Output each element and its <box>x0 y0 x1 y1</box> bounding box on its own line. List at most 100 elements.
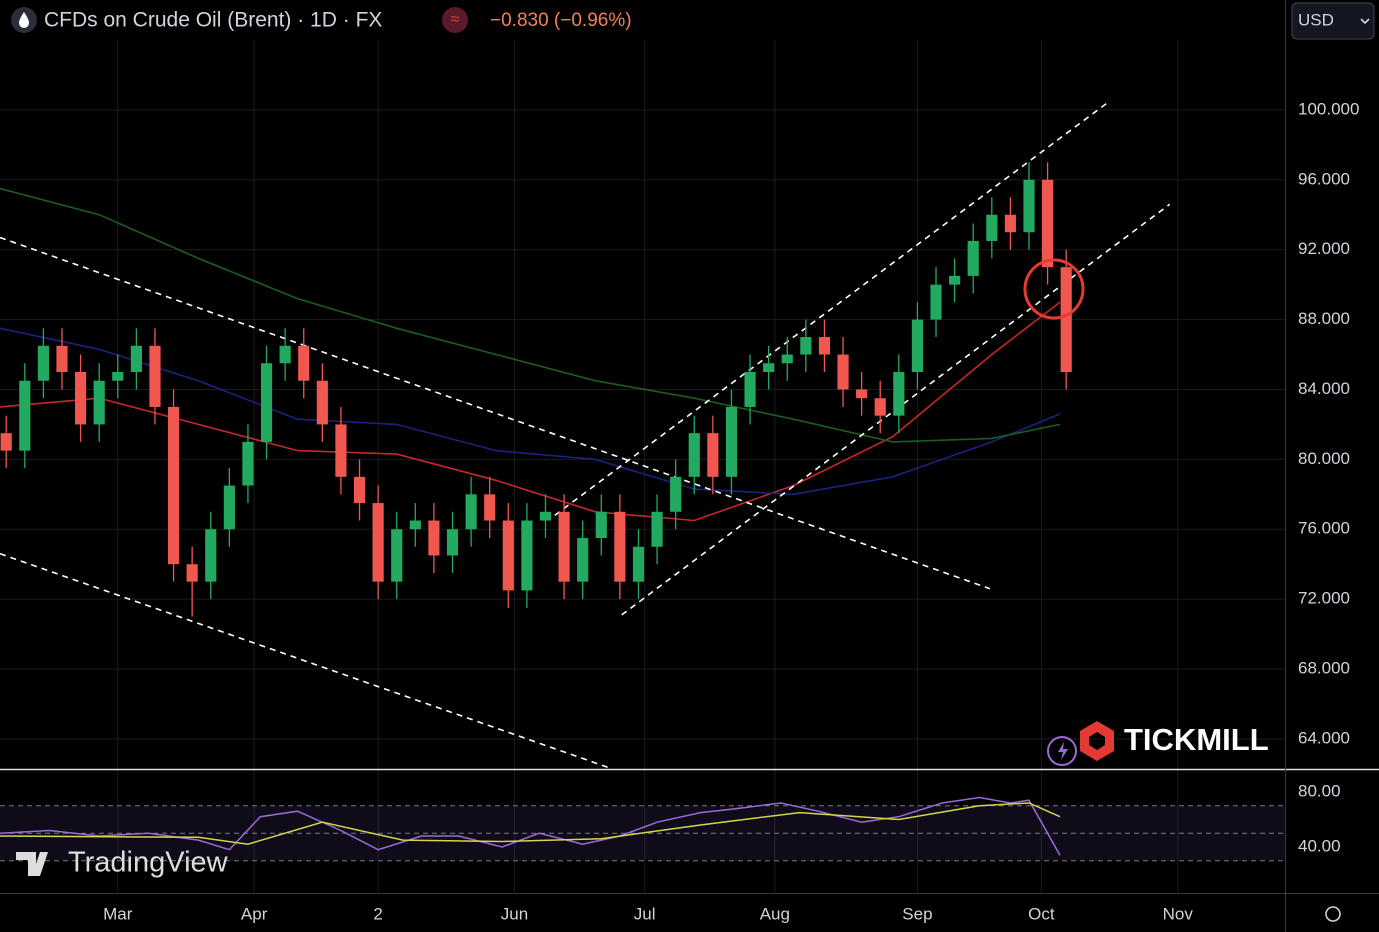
candle-body <box>167 406 180 565</box>
candle-body <box>502 520 514 591</box>
candle-body <box>335 424 347 477</box>
currency-label[interactable]: USD <box>1298 10 1334 29</box>
drop-icon <box>19 12 29 28</box>
candle-body <box>75 371 87 425</box>
candle-body <box>744 371 756 407</box>
x-tick-label: 2 <box>373 904 382 923</box>
candle-body <box>446 529 459 556</box>
y-tick-label: 84.000 <box>1298 379 1350 398</box>
candle-body <box>298 345 310 381</box>
candle-body <box>558 511 570 582</box>
candle-body <box>856 389 868 399</box>
lightning-bolt <box>1058 742 1068 760</box>
x-tick-label: Aug <box>760 904 790 923</box>
candle-body <box>800 337 812 355</box>
y-tick-label: 64.000 <box>1298 728 1350 747</box>
y-tick-label: 88.000 <box>1298 309 1350 328</box>
x-tick-label: Oct <box>1028 904 1055 923</box>
candle-body <box>632 546 645 582</box>
y-tick-label: 40.00 <box>1298 836 1341 855</box>
indicator-badge[interactable] <box>442 7 468 33</box>
candle-body <box>149 345 161 407</box>
dropdown-arrow[interactable] <box>1360 18 1370 25</box>
candle-body <box>372 503 384 582</box>
candle-body <box>0 433 12 451</box>
candle-body <box>539 511 552 521</box>
candle-body <box>223 485 235 530</box>
y-tick-label: 96.000 <box>1298 169 1350 188</box>
candle-body <box>37 345 49 381</box>
indicator-icon[interactable]: ≈ <box>451 11 460 28</box>
candle-body <box>260 363 273 442</box>
candle-body <box>205 529 217 582</box>
candle-body <box>670 476 682 512</box>
candle-body <box>725 406 738 477</box>
moving-average <box>0 327 1061 496</box>
candle-body <box>893 371 905 416</box>
y-tick-label: 72.000 <box>1298 589 1350 608</box>
trendline <box>554 100 1111 516</box>
candle-body <box>595 511 607 538</box>
candle-body <box>93 380 105 425</box>
broker-name: TICKMILL <box>1124 722 1269 757</box>
candle-body <box>837 354 849 390</box>
candle-body <box>279 345 291 364</box>
candle-body <box>967 240 979 276</box>
y-tick-label: 80.000 <box>1298 449 1350 468</box>
candle-body <box>614 511 626 582</box>
candle-body <box>428 520 440 556</box>
moving-average <box>0 187 1061 443</box>
candle-body <box>651 511 663 547</box>
x-tick-label: Apr <box>241 904 268 923</box>
broker-logo <box>1080 721 1114 761</box>
candle-body <box>353 476 366 504</box>
candle-body <box>186 564 198 582</box>
candle-body <box>577 537 589 582</box>
candle-body <box>688 433 700 477</box>
x-tick-label: Jun <box>501 904 528 923</box>
candle-body <box>19 380 31 451</box>
candle-body <box>1042 179 1054 268</box>
x-tick-label: Jul <box>634 904 656 923</box>
y-tick-label: 68.000 <box>1298 659 1350 678</box>
rsi-line <box>0 802 1061 845</box>
candle-body <box>707 433 719 477</box>
currency-select[interactable] <box>1291 2 1375 40</box>
platform-name: TradingView <box>68 847 229 879</box>
candle-body <box>1060 267 1072 372</box>
candle-body <box>818 337 831 355</box>
candle-body <box>465 494 477 530</box>
candle-body <box>316 380 328 425</box>
highlight-circle <box>1023 258 1085 320</box>
price-change: −0.830 (−0.96%) <box>490 10 632 31</box>
candle-body <box>986 214 998 241</box>
candle-body <box>763 363 775 372</box>
y-tick-label: 100.000 <box>1298 99 1359 118</box>
candle-body <box>130 345 142 372</box>
candle-body <box>484 494 496 521</box>
x-tick-label: Mar <box>103 904 133 923</box>
y-tick-label: 80.00 <box>1298 781 1341 800</box>
candle-body <box>391 529 403 582</box>
candle-body <box>781 354 793 364</box>
candle-body <box>911 319 923 372</box>
rsi-line <box>0 796 1061 856</box>
header-bar <box>0 0 1285 40</box>
candle-body <box>242 441 254 486</box>
candle-body <box>930 284 942 320</box>
lightning-icon[interactable] <box>1047 736 1077 766</box>
candle-body <box>56 345 68 372</box>
settings-icon[interactable] <box>1325 906 1341 922</box>
candle-body <box>1023 179 1035 233</box>
trendline <box>0 552 613 770</box>
y-tick-label: 76.000 <box>1298 519 1350 538</box>
chart-title: CFDs on Crude Oil (Brent) · 1D · FX <box>44 9 382 32</box>
candle-body <box>1004 214 1016 233</box>
candle-body <box>521 520 533 591</box>
x-tick-label: Nov <box>1163 904 1194 923</box>
plot <box>0 100 1171 856</box>
candle-body <box>874 398 886 416</box>
y-tick-label: 92.000 <box>1298 239 1350 258</box>
